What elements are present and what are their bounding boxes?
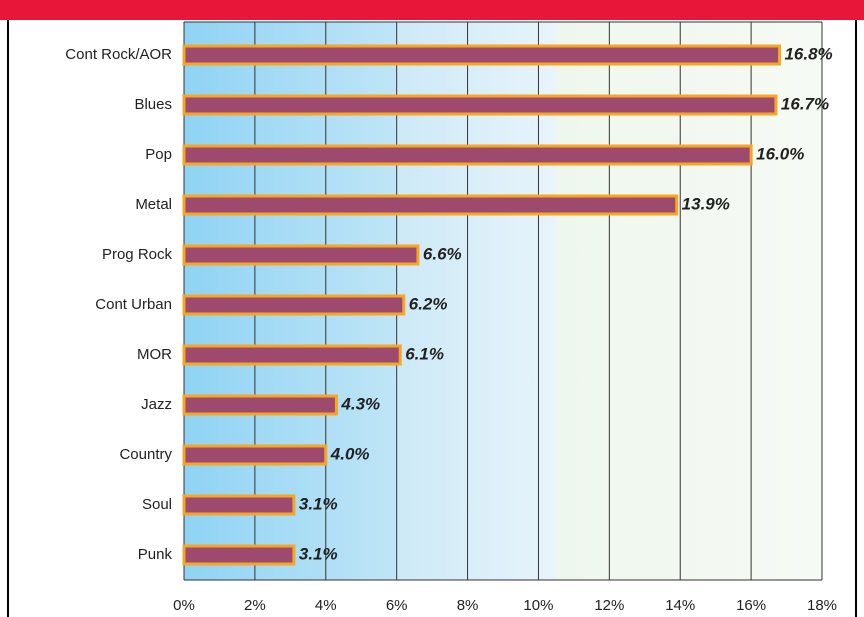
x-tick-label: 18% xyxy=(807,597,837,614)
bar xyxy=(182,194,679,216)
value-label: 13.9% xyxy=(682,194,730,213)
bar xyxy=(182,44,781,66)
x-tick-label: 12% xyxy=(594,597,624,614)
value-label: 4.0% xyxy=(330,444,370,463)
x-tick-label: 2% xyxy=(244,597,266,614)
x-tick-label: 8% xyxy=(457,597,479,614)
bar xyxy=(182,244,420,266)
value-label: 16.0% xyxy=(756,144,804,163)
value-label: 6.6% xyxy=(423,244,462,263)
bar xyxy=(182,294,406,316)
bar xyxy=(182,444,328,466)
x-tick-label: 0% xyxy=(173,597,195,614)
y-tick-label: Cont Rock/AOR xyxy=(65,46,172,63)
y-tick-label: Cont Urban xyxy=(95,296,172,313)
value-label: 6.1% xyxy=(405,344,444,363)
y-tick-label: Blues xyxy=(134,96,172,113)
bar xyxy=(182,494,296,516)
y-tick-label: Jazz xyxy=(141,396,172,413)
value-label: 3.1% xyxy=(299,494,338,513)
bar xyxy=(182,394,338,416)
y-tick-label: Prog Rock xyxy=(102,246,173,263)
bar xyxy=(182,544,296,566)
value-label: 16.7% xyxy=(781,94,829,113)
y-tick-label: Soul xyxy=(142,496,172,513)
y-tick-label: Punk xyxy=(138,546,173,563)
value-label: 16.8% xyxy=(784,44,832,63)
header-band xyxy=(0,0,864,20)
value-label: 4.3% xyxy=(340,394,380,413)
x-tick-label: 6% xyxy=(386,597,408,614)
bar xyxy=(182,94,778,116)
value-label: 6.2% xyxy=(409,294,448,313)
value-label: 3.1% xyxy=(299,544,338,563)
bar xyxy=(182,144,753,166)
x-tick-label: 4% xyxy=(315,597,337,614)
x-tick-label: 10% xyxy=(523,597,553,614)
x-tick-label: 14% xyxy=(665,597,695,614)
y-tick-label: Country xyxy=(119,446,172,463)
y-tick-label: Metal xyxy=(135,196,172,213)
y-tick-label: MOR xyxy=(137,346,172,363)
y-tick-label: Pop xyxy=(145,146,172,163)
x-tick-label: 16% xyxy=(736,597,766,614)
bar xyxy=(182,344,402,366)
